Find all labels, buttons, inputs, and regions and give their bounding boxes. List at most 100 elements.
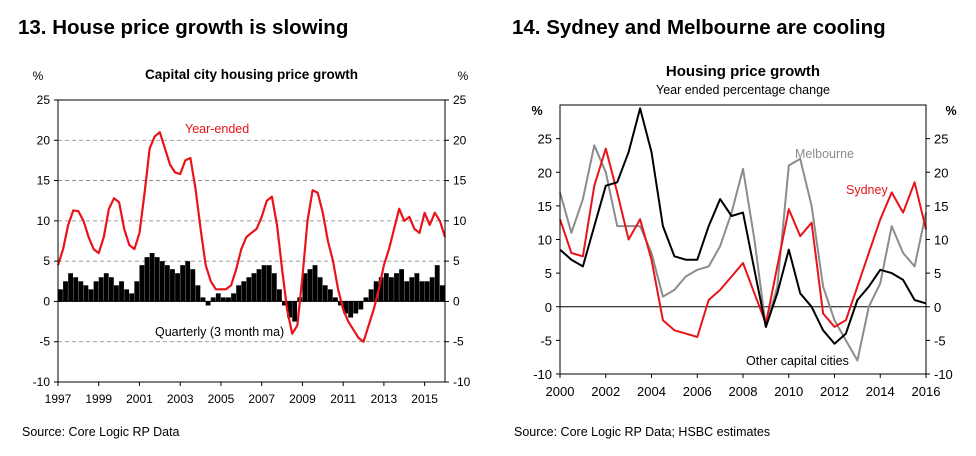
chart13-xtick-label: 1999: [85, 392, 112, 406]
chart13-bar: [210, 297, 216, 302]
chart13-bar: [78, 281, 84, 302]
chart13-bar: [287, 301, 292, 318]
figure13-heading: 13. House price growth is slowing: [18, 16, 349, 39]
chart13-bar: [373, 281, 379, 302]
chart13-bar: [139, 265, 145, 302]
chart13-bar: [98, 277, 104, 302]
chart13-xtick-label: 2005: [208, 392, 235, 406]
figure13-source: Source: Core Logic RP Data: [22, 425, 180, 439]
chart14-xtick-label: 2002: [591, 384, 620, 399]
chart13-bar: [307, 269, 313, 302]
chart13-bar: [343, 301, 348, 314]
chart13-ytick-label-right: 5: [453, 254, 460, 268]
chart14-label-sydney: Sydney: [846, 183, 888, 197]
chart14-line-other-capital-cities: [559, 107, 927, 345]
chart13-bar: [282, 301, 287, 306]
chart13-bar: [363, 297, 369, 302]
chart13-bar: [399, 269, 405, 302]
chart13-bar: [271, 273, 277, 302]
chart13-bar: [327, 289, 333, 302]
chart13-ytick-label-right: -10: [453, 375, 471, 389]
chart13-bar: [154, 257, 160, 302]
chart14-ytick-label-right: 5: [934, 266, 941, 281]
chart13-bar: [439, 285, 445, 302]
chart13-xtick-label: 2001: [126, 392, 153, 406]
chart13-bar: [88, 289, 94, 302]
chart13-bar: [83, 285, 89, 302]
chart14-subtitle: Year ended percentage change: [656, 83, 830, 97]
chart13-label-year-ended: Year-ended: [185, 122, 249, 136]
chart13-ytick-label-left: 10: [37, 214, 51, 228]
chart13-ytick-label-right: 0: [453, 294, 460, 308]
chart13-bar: [236, 285, 242, 302]
chart13-bar: [261, 265, 267, 302]
chart13-bar: [58, 289, 63, 302]
chart14-frame: [559, 104, 927, 375]
chart14-ytick-label-left: -10: [533, 367, 552, 382]
chart13-bar: [292, 301, 298, 322]
chart13-bar: [200, 297, 206, 302]
chart13-bar: [322, 285, 328, 302]
chart14-ytick-label-right: -5: [934, 333, 946, 348]
chart13-bar: [124, 289, 130, 302]
chart13-bar: [108, 277, 114, 302]
chart13-xtick-label: 2009: [289, 392, 316, 406]
chart13-bar: [195, 285, 201, 302]
chart13-ytick-label-right: 25: [453, 93, 467, 107]
chart14-line-sydney: [559, 147, 927, 338]
chart13-bar: [241, 281, 247, 302]
chart14-ytick-label-right: 20: [934, 165, 948, 180]
chart13-ylabel-left: %: [33, 69, 44, 83]
chart13-bar: [424, 281, 430, 302]
chart13-bar: [231, 293, 236, 302]
chart14-ytick-label-left: 0: [545, 300, 552, 315]
chart13-bar: [348, 301, 354, 318]
chart14-line-melbourne: [559, 144, 927, 362]
chart13-xtick-label: 2015: [411, 392, 438, 406]
chart14-xtick-label: 2008: [729, 384, 758, 399]
chart14-ylabel-left: %: [531, 104, 542, 118]
chart13-bar: [317, 277, 323, 302]
chart13-bar: [251, 273, 257, 302]
chart13-bar: [383, 273, 389, 302]
chart13-bar: [220, 297, 226, 302]
chart13-bar: [338, 301, 343, 306]
chart14-ylabel-right: %: [945, 104, 956, 118]
chart13-bar: [276, 289, 282, 302]
chart13-bar: [246, 277, 252, 302]
chart13-bar: [180, 265, 186, 302]
chart13-bar: [164, 265, 170, 302]
chart14-ytick-label-left: 20: [538, 165, 552, 180]
chart14-xtick-label: 2010: [774, 384, 803, 399]
chart14-label-other-capital-cities: Other capital cities: [746, 354, 849, 368]
chart13-bar: [226, 297, 231, 302]
chart13-ytick-label-left: 0: [43, 294, 50, 308]
chart13-ylabel-right: %: [458, 69, 469, 83]
chart13-bar: [414, 273, 420, 302]
chart13-bar: [404, 281, 410, 302]
chart14-ytick-label-left: 5: [545, 266, 552, 281]
chart13-bar: [378, 277, 384, 302]
chart13-line-year-ended: [56, 131, 447, 343]
figure14-heading: 14. Sydney and Melbourne are cooling: [512, 16, 886, 39]
chart13-ytick-label-right: 15: [453, 174, 467, 188]
chart13-bar: [205, 301, 211, 306]
chart13-bar: [419, 281, 425, 302]
chart14-xtick-label: 2004: [637, 384, 666, 399]
chart13-bar: [266, 265, 272, 302]
chart13-bar: [409, 277, 415, 302]
chart14-ytick-label-right: -10: [934, 367, 953, 382]
chart13-bar: [429, 277, 435, 302]
chart13-bar: [129, 293, 135, 302]
chart13-bar: [312, 265, 318, 302]
chart13-bar: [149, 253, 155, 302]
chart13-bar: [73, 277, 79, 302]
chart14-ytick-label-left: 25: [538, 132, 552, 147]
chart13-ytick-label-left: 15: [37, 174, 51, 188]
chart13-xtick-label: 2013: [371, 392, 398, 406]
chart13-bar: [68, 273, 74, 302]
chart13-xtick-label: 2011: [330, 392, 356, 406]
chart14-xtick-label: 2014: [866, 384, 895, 399]
chart14-title: Housing price growth: [666, 63, 820, 80]
